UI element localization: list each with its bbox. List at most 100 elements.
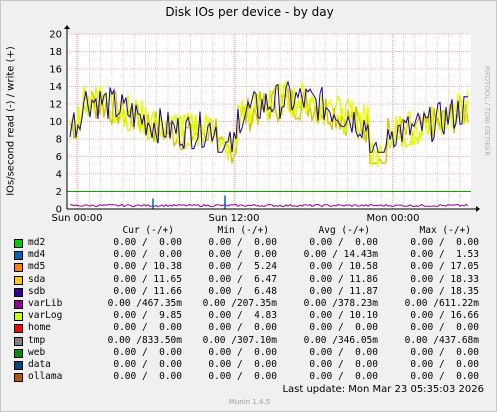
series-line-varLib <box>69 203 469 208</box>
plot-area: 0 2 4 6 8 10 12 14 16 18 20 Sun 00:00 Sun 12:00 Mon 0… <box>49 25 480 224</box>
legend-row: varLog 0.00 / 9.85 0.00 / 4.83 0.00 / 10.10… <box>1 310 497 322</box>
legend-name: md4 <box>28 249 46 261</box>
legend-swatch <box>14 263 23 273</box>
legend-value-cur: 0.00 / 0.00 <box>113 359 182 370</box>
y-tick-label: 2 <box>56 187 62 198</box>
legend-value-avg: 0.00 / 0.00 <box>309 371 378 383</box>
y-tick-label: 10 <box>49 117 62 128</box>
y-tick-label: 16 <box>49 65 62 76</box>
legend-name: sda <box>28 273 46 285</box>
legend-name: ollama <box>28 371 63 383</box>
series-line-sdb <box>69 80 469 153</box>
legend-value-cur: 0.00 / 0.00 <box>113 322 182 334</box>
x-tick-label: Mon 00:00 <box>366 213 419 224</box>
legend-name: md5 <box>28 261 46 273</box>
legend-value-min: 0.00 / 6.47 <box>208 273 277 285</box>
legend-swatch <box>14 336 23 346</box>
legend-value-max: 0.00 / 0.00 <box>410 346 479 358</box>
legend-value-min: 0.00 / 5.24 <box>208 261 277 273</box>
legend-name: web <box>28 346 46 358</box>
legend-swatch <box>14 373 23 383</box>
legend-header-avg: Avg (-/+) <box>318 225 370 236</box>
legend-value-min: 0.00 / 6.48 <box>208 285 277 297</box>
legend-name: md2 <box>28 237 46 248</box>
legend-value-min: 0.00 / 0.00 <box>208 322 277 334</box>
legend-value-max: 0.00 / 0.00 <box>410 322 479 334</box>
legend-value-max: 0.00 /437.68m <box>404 334 479 346</box>
legend-name: home <box>28 322 51 334</box>
legend-value-cur: 0.00 / 0.00 <box>113 249 182 261</box>
legend-row: home 0.00 / 0.00 0.00 / 0.00 0.00 / 0.00 0.0… <box>1 322 497 334</box>
legend-value-min: 0.00 /207.35m <box>202 298 277 309</box>
last-update: Last update: Mon Mar 23 05:35:03 2026 <box>282 384 484 395</box>
series-group <box>67 80 471 209</box>
legend-value-avg: 0.00 / 10.58 <box>309 261 378 273</box>
legend-value-avg: 0.00 / 11.87 <box>309 285 378 297</box>
x-tick-label: Sun 12:00 <box>208 213 259 224</box>
legend-value-min: 0.00 /307.10m <box>202 334 277 346</box>
legend-name: varLog <box>28 310 63 322</box>
legend-swatch <box>14 312 23 322</box>
legend-value-min: 0.00 / 4.83 <box>208 310 277 322</box>
legend-swatch <box>14 361 23 370</box>
legend-value-min: 0.00 / 0.00 <box>208 359 277 370</box>
legend-value-max: 0.00 / 16.66 <box>410 310 479 322</box>
legend-header-min: Min (-/+) <box>217 225 269 236</box>
legend-swatch <box>14 239 23 248</box>
legend-row: md2 0.00 / 0.00 0.00 / 0.00 0.00 / 0.00 0.00… <box>1 237 497 249</box>
y-tick-label: 14 <box>49 82 62 93</box>
legend-value-max: 0.00 / 0.00 <box>410 237 479 248</box>
legend-value-avg: 0.00 / 0.00 <box>309 237 378 248</box>
legend-name: data <box>28 359 51 370</box>
legend-value-avg: 0.00 / 0.00 <box>309 346 378 358</box>
legend-swatch <box>14 348 23 358</box>
legend-value-cur: 0.00 / 11.66 <box>113 285 182 297</box>
y-tick-label: 12 <box>49 100 62 111</box>
legend-swatch <box>14 251 23 261</box>
legend-row: md4 0.00 / 0.00 0.00 / 0.00 0.00 / 14.43m 0.… <box>1 249 497 261</box>
legend-value-avg: 0.00 / 10.10 <box>309 310 378 322</box>
legend-swatch <box>14 324 23 334</box>
legend-name: varLib <box>28 298 63 309</box>
legend-row: ollama 0.00 / 0.00 0.00 / 0.00 0.00 / 0.00 0… <box>1 371 497 383</box>
legend-value-cur: 0.00 / 0.00 <box>113 346 182 358</box>
axes: 0 2 4 6 8 10 12 14 16 18 20 Sun 00:00 Sun 12:00 Mon 0… <box>49 25 480 224</box>
x-axis-arrow <box>476 206 480 212</box>
y-axis-arrow <box>64 25 70 29</box>
legend-row: varLib 0.00 /467.35m 0.00 /207.35m 0.00 /37… <box>1 298 497 310</box>
legend-value-max: 0.00 / 0.00 <box>410 359 479 370</box>
legend-header: Cur (-/+) Min (-/+) Avg (-/+) Max (-/+) <box>1 225 497 237</box>
legend-row: tmp 0.00 /833.50m 0.00 /307.10m 0.00 /346.0… <box>1 335 497 347</box>
legend-value-min: 0.00 / 0.00 <box>208 249 277 261</box>
legend-header-max: Max (-/+) <box>419 225 471 236</box>
legend-value-cur: 0.00 /467.35m <box>107 298 182 309</box>
legend-value-avg: 0.00 / 0.00 <box>309 322 378 334</box>
y-tick-label: 18 <box>49 47 62 58</box>
legend-header-cur: Cur (-/+) <box>122 225 174 236</box>
y-tick-label: 20 <box>49 30 62 41</box>
legend-row: md5 0.00 / 10.38 0.00 / 5.24 0.00 / 10.58 0.… <box>1 261 497 273</box>
legend-value-cur: 0.00 / 10.38 <box>113 261 182 273</box>
y-tick-label: 8 <box>56 135 62 146</box>
legend-row: sdb 0.00 / 11.66 0.00 / 6.48 0.00 / 11.87 0.… <box>1 286 497 298</box>
legend-value-cur: 0.00 / 0.00 <box>113 237 182 248</box>
chart-title: Disk IOs per device - by day <box>165 5 334 19</box>
legend-value-max: 0.00 / 18.35 <box>410 285 479 297</box>
legend-row: web 0.00 / 0.00 0.00 / 0.00 0.00 / 0.00 0.00… <box>1 347 497 359</box>
y-tick-label: 0 <box>56 205 62 216</box>
legend-value-max: 0.00 /611.22m <box>404 298 479 309</box>
legend-value-min: 0.00 / 0.00 <box>208 371 277 383</box>
munin-version: Munin 1.4.5 <box>228 398 271 406</box>
y-tick-label: 6 <box>56 152 62 163</box>
legend-value-cur: 0.00 / 0.00 <box>113 371 182 383</box>
legend-value-avg: 0.00 / 11.86 <box>309 273 378 285</box>
legend-value-avg: 0.00 / 14.43m <box>303 249 378 261</box>
legend-value-cur: 0.00 /833.50m <box>107 334 182 346</box>
legend-row: sda 0.00 / 11.65 0.00 / 6.47 0.00 / 11.86 0.… <box>1 274 497 286</box>
legend-value-avg: 0.00 / 0.00 <box>309 359 378 370</box>
legend-value-cur: 0.00 / 11.65 <box>113 273 182 285</box>
legend-value-min: 0.00 / 0.00 <box>208 237 277 248</box>
legend-value-max: 0.00 / 1.53 <box>410 249 479 261</box>
legend-value-max: 0.00 / 18.33 <box>410 273 479 285</box>
legend-name: sdb <box>28 285 46 297</box>
